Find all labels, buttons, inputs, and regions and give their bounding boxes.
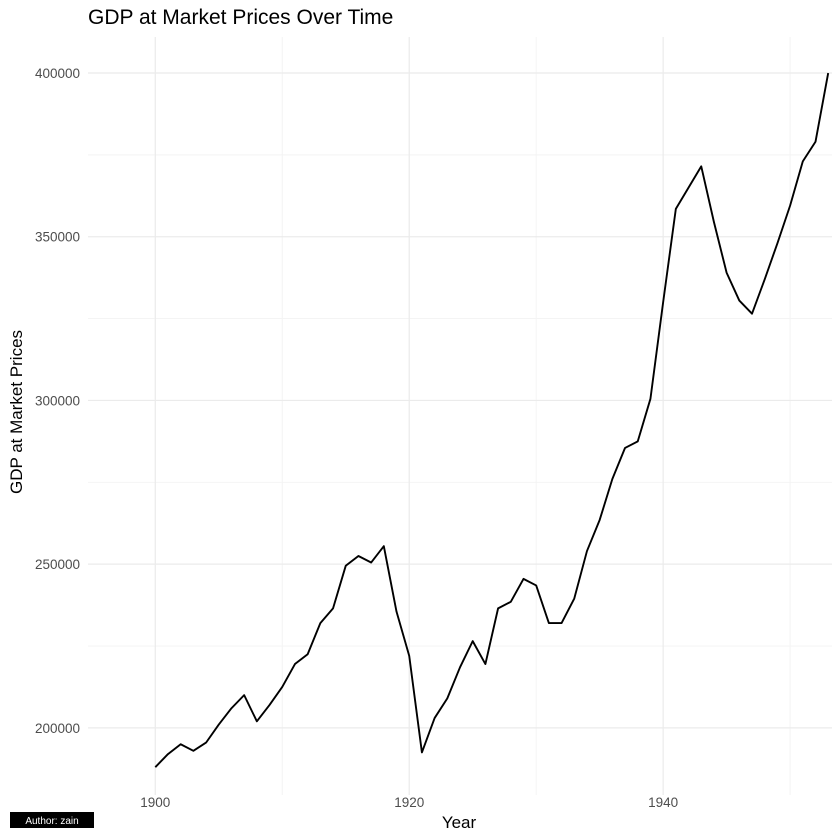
caption-badge: Author: zain (10, 812, 94, 828)
x-tick-label: 1920 (394, 795, 424, 810)
y-axis-title: GDP at Market Prices (7, 330, 26, 494)
y-tick-label: 300000 (35, 393, 80, 408)
chart-title: GDP at Market Prices Over Time (88, 6, 393, 29)
y-tick-label: 400000 (35, 66, 80, 81)
y-tick-label: 200000 (35, 721, 80, 736)
gdp-series-line (154, 72, 830, 768)
x-tick-label: 1900 (140, 795, 170, 810)
series-layer (154, 72, 830, 768)
y-tick-label: 350000 (35, 230, 80, 245)
y-axis-ticks: 200000 250000 300000 350000 400000 (35, 66, 80, 736)
caption-text: Author: zain (25, 816, 78, 827)
x-axis-title: Year (442, 813, 477, 832)
x-axis-ticks: 1900 1920 1940 (140, 795, 678, 810)
y-tick-label: 250000 (35, 557, 80, 572)
x-tick-label: 1940 (648, 795, 678, 810)
grid (88, 37, 832, 795)
caption-background (10, 812, 94, 828)
